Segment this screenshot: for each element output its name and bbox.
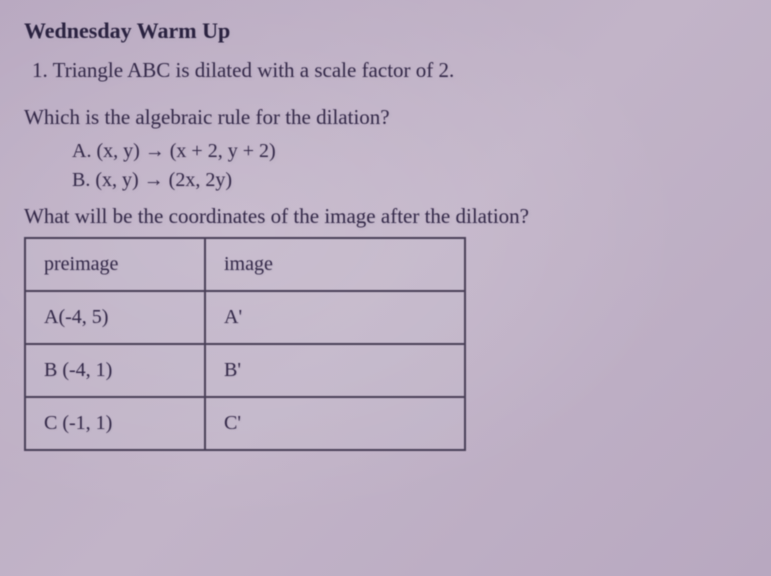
answer-choices: A. (x, y) → (x + 2, y + 2) B. (x, y) → (…	[72, 140, 747, 192]
table-row: C (-1, 1) C'	[25, 397, 465, 450]
question-1: Which is the algebraic rule for the dila…	[24, 105, 747, 130]
question-2: What will be the coordinates of the imag…	[24, 204, 747, 229]
cell-image: A'	[205, 291, 465, 344]
page-title: Wednesday Warm Up	[24, 18, 747, 44]
problem-statement: 1. Triangle ABC is dilated with a scale …	[32, 58, 747, 83]
table-row: B (-4, 1) B'	[25, 344, 465, 397]
table-row: A(-4, 5) A'	[25, 291, 465, 344]
choice-b: B. (x, y) → (2x, 2y)	[72, 169, 747, 192]
choice-a: A. (x, y) → (x + 2, y + 2)	[72, 140, 747, 163]
header-preimage: preimage	[25, 238, 205, 291]
cell-preimage: B (-4, 1)	[25, 344, 205, 397]
cell-preimage: C (-1, 1)	[25, 397, 205, 450]
coordinate-table: preimage image A(-4, 5) A' B (-4, 1) B' …	[24, 237, 466, 451]
cell-image: B'	[205, 344, 465, 397]
problem-text: Triangle ABC is dilated with a scale fac…	[53, 58, 455, 82]
header-image: image	[205, 238, 465, 291]
cell-image: C'	[205, 397, 465, 450]
problem-number: 1.	[32, 58, 48, 82]
table-header-row: preimage image	[25, 238, 465, 291]
cell-preimage: A(-4, 5)	[25, 291, 205, 344]
